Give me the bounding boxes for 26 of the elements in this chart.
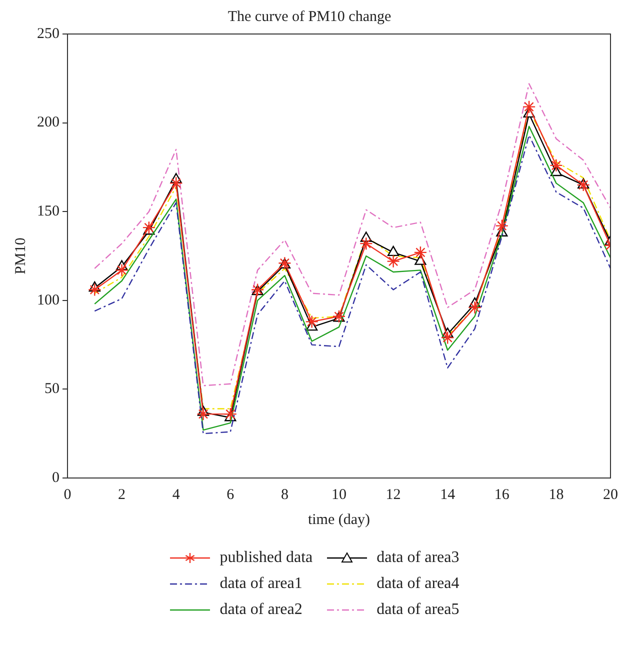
x-tick-label: 8 — [280, 486, 288, 503]
y-tick-label: 250 — [37, 26, 60, 42]
chart-title: The curve of PM10 change — [228, 8, 392, 25]
x-tick-label: 0 — [64, 486, 72, 503]
x-tick-label: 6 — [226, 486, 235, 503]
y-tick-label: 150 — [37, 204, 60, 220]
x-tick-label: 2 — [118, 486, 126, 503]
legend-label: data of area5 — [376, 601, 460, 619]
y-tick-label: 0 — [52, 470, 60, 486]
legend-label: published data — [220, 549, 313, 567]
x-tick-label: 16 — [494, 486, 510, 503]
x-tick-label: 18 — [548, 486, 564, 503]
y-tick-label: 200 — [37, 114, 60, 131]
x-tick-label: 4 — [172, 486, 180, 503]
x-axis-title: time (day) — [308, 512, 370, 528]
legend-label: data of area1 — [220, 575, 302, 593]
y-tick-label: 100 — [37, 292, 60, 308]
y-axis-title: PM10 — [12, 238, 29, 274]
legend-label: data of area2 — [220, 601, 302, 619]
x-tick-label: 12 — [386, 486, 401, 503]
legend-label: data of area3 — [376, 549, 460, 567]
x-tick-label: 10 — [332, 486, 346, 503]
legend-label: data of area4 — [376, 575, 460, 593]
x-tick-label: 20 — [603, 486, 618, 503]
y-tick-label: 50 — [44, 381, 60, 398]
x-tick-label: 14 — [440, 486, 456, 503]
